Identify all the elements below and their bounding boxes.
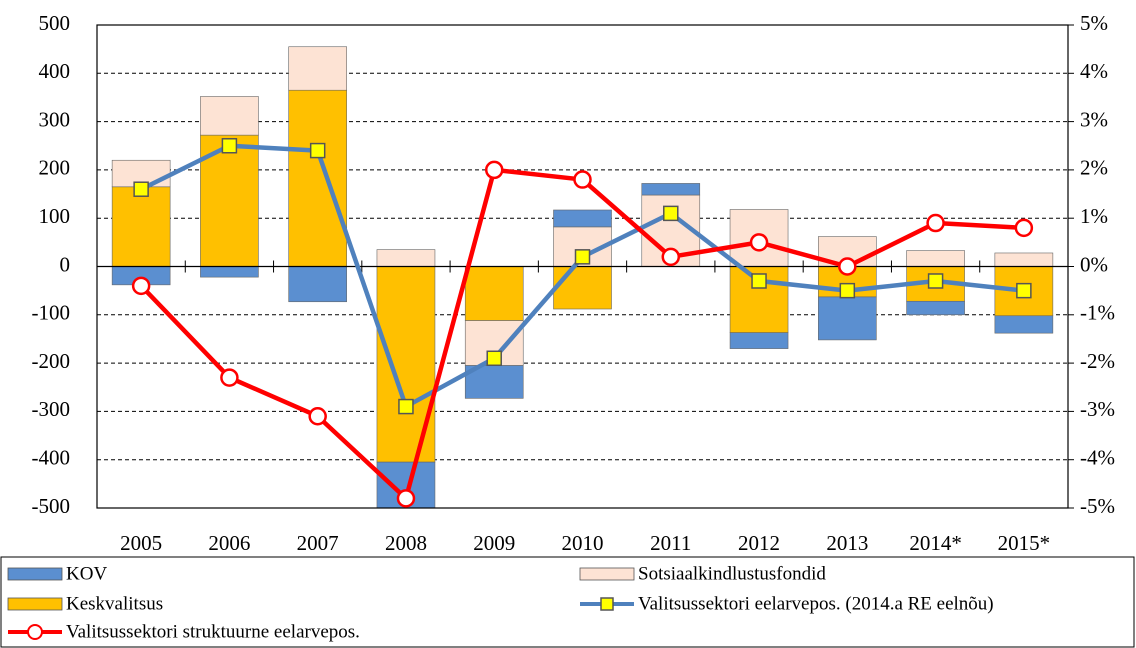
bar (729, 332, 789, 349)
x-tick-label: 2012 (738, 531, 780, 555)
bar (553, 266, 612, 310)
legend-box (0, 556, 1135, 648)
y-tick-label: -100 (32, 301, 71, 325)
bar (376, 266, 436, 463)
x-tick-label: 2007 (297, 531, 339, 555)
y2-tick-label: -4% (1080, 446, 1115, 470)
bar (641, 183, 701, 196)
x-tick-label: 2014* (909, 531, 962, 555)
line-marker (1016, 282, 1032, 299)
bar (553, 209, 612, 228)
line-marker (484, 160, 504, 180)
y2-tick-label: -3% (1080, 397, 1115, 421)
bar (464, 266, 524, 321)
line-marker (573, 170, 592, 189)
y-tick-label: -400 (32, 446, 71, 470)
bar (994, 315, 1054, 334)
y-tick-label: 200 (39, 156, 71, 180)
bar (818, 296, 877, 341)
bar (994, 252, 1054, 267)
y2-tick-label: 0% (1080, 252, 1108, 276)
x-tick-label: 2008 (385, 531, 427, 555)
line-marker (133, 181, 149, 197)
line-marker (1014, 218, 1034, 238)
y2-tick-label: 3% (1080, 107, 1108, 131)
y-tick-label: -500 (32, 494, 71, 518)
line-marker (839, 282, 856, 299)
line-marker (838, 257, 857, 276)
line-marker (131, 276, 151, 296)
x-tick-label: 2011 (650, 531, 691, 555)
line-marker (751, 273, 767, 289)
legend-label: Keskvalitsus (66, 593, 163, 614)
y-tick-label: 100 (39, 204, 71, 228)
line-marker (661, 247, 681, 267)
y-tick-label: 0 (60, 252, 71, 276)
line-marker (574, 249, 591, 265)
line-marker (927, 273, 944, 289)
legend-marker (600, 597, 614, 611)
line-marker (926, 213, 945, 233)
line-marker (220, 368, 239, 387)
y-tick-label: 400 (39, 59, 71, 83)
legend-swatch (7, 597, 63, 611)
line-marker (309, 142, 326, 159)
bar (200, 96, 259, 136)
line-marker (398, 398, 414, 415)
y2-tick-label: 2% (1080, 156, 1108, 180)
bar (111, 186, 171, 267)
x-tick-label: 2015* (998, 531, 1051, 555)
line-marker (749, 233, 769, 252)
bar (288, 89, 347, 267)
y-tick-label: 500 (39, 11, 71, 35)
bar (288, 46, 347, 91)
legend-swatch (7, 567, 63, 581)
line-marker (221, 138, 238, 154)
bar (200, 266, 259, 278)
legend-label: KOV (66, 563, 107, 584)
x-tick-label: 2013 (826, 531, 868, 555)
y-tick-label: -200 (32, 349, 71, 373)
plot-border (96, 24, 1069, 509)
bar (906, 250, 965, 267)
line-marker (396, 489, 416, 508)
legend-swatch (579, 567, 635, 581)
x-tick-label: 2005 (120, 531, 162, 555)
y2-tick-label: -5% (1080, 494, 1115, 518)
y2-tick-label: 5% (1080, 11, 1108, 35)
legend: KOV Sotsiaalkindlustusfondid Keskvalitsus V… (0, 556, 1135, 648)
line-marker (308, 406, 327, 426)
legend-label: Valitsussektori eelarvepos. (2014.a RE e… (638, 593, 994, 614)
line-marker (663, 205, 679, 222)
y-tick-label: 300 (39, 107, 71, 131)
y-tick-label: -300 (32, 397, 71, 421)
y2-tick-label: 1% (1080, 204, 1108, 228)
x-tick-label: 2009 (473, 531, 515, 555)
bar (376, 249, 436, 267)
x-tick-label: 2010 (562, 531, 604, 555)
y2-tick-label: -1% (1080, 301, 1115, 325)
line-marker (486, 350, 502, 367)
x-tick-label: 2006 (208, 531, 250, 555)
legend-label: Sotsiaalkindlustusfondid (638, 563, 826, 584)
legend-marker (27, 624, 43, 640)
y2-tick-label: 4% (1080, 59, 1108, 83)
y2-tick-label: -2% (1080, 349, 1115, 373)
legend-label: Valitsussektori struktuurne eelarvepos. (66, 621, 360, 642)
bar (288, 266, 347, 303)
bar (906, 300, 965, 316)
